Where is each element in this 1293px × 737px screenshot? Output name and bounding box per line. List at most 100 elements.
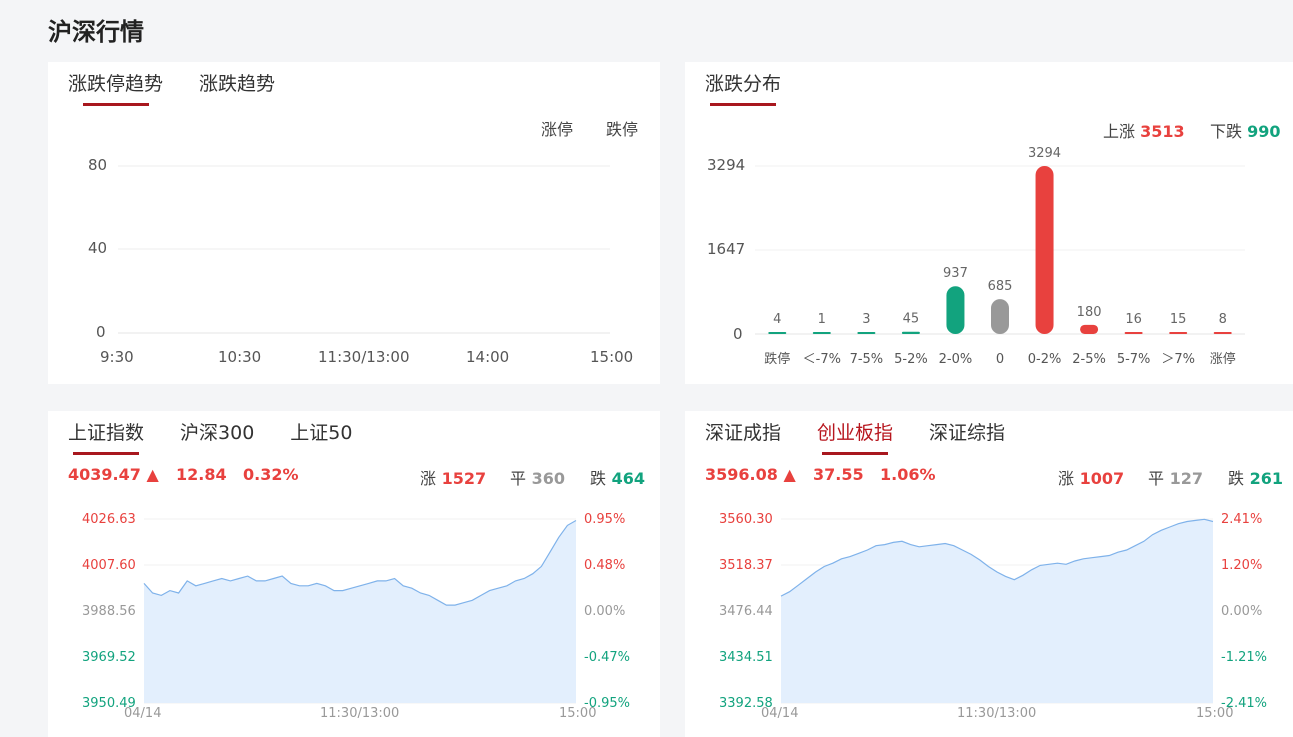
sz-index-tabs: 深证成指 创业板指 深证综指 (705, 421, 1041, 455)
sh-index-panel: 上证指数 沪深300 上证50 4039.47 ▲ 12.84 0.32% 涨 … (48, 411, 660, 737)
y-left-label: 3476.44 (719, 604, 773, 619)
tab-sse-composite[interactable]: 上证指数 (68, 421, 144, 455)
bar-value-label: 3294 (1028, 146, 1061, 161)
category-label: ＞7% (1161, 352, 1195, 367)
bar-value-label: 4 (773, 312, 781, 327)
up-count-value: 1527 (441, 469, 487, 488)
limit-trend-chart (118, 165, 610, 334)
down-label: 跌 (590, 469, 607, 488)
x-tick-label: 04/14 (761, 706, 799, 721)
up-label: 涨 (1058, 469, 1075, 488)
tab-sse50[interactable]: 上证50 (290, 422, 353, 444)
x-tick-label: 11:30/13:00 (957, 706, 1037, 721)
up-label: 涨 (420, 469, 437, 488)
distribution-bar[interactable] (812, 332, 831, 334)
up-arrow-icon: ▲ (146, 465, 159, 484)
y-left-label: 3518.37 (719, 558, 773, 573)
x-tick-label: 9:30 (100, 348, 134, 366)
sh-index-tabs: 上证指数 沪深300 上证50 (68, 421, 388, 455)
distribution-chart: 4 跌停 1 ＜-7% 3 7-5% 45 5-2% 937 2-0% 685 0 3294 0-2% 18… (755, 146, 1245, 367)
y-left-label: 3969.52 (82, 650, 136, 665)
x-tick-label: 15:00 (1196, 706, 1234, 721)
x-tick-label: 15:00 (559, 706, 597, 721)
down-count: 990 (1247, 122, 1281, 141)
y-right-label: 0.48% (584, 558, 626, 573)
index-change: 12.84 (176, 465, 227, 484)
distribution-tabs: 涨跌分布 (705, 72, 817, 106)
x-tick-label: 10:30 (218, 348, 262, 366)
index-price: 4039.47 ▲ (68, 465, 159, 484)
index-price-value: 3596.08 (705, 465, 778, 484)
tab-szse-composite[interactable]: 深证综指 (929, 422, 1006, 444)
y-right-label: 0.95% (584, 512, 626, 527)
legend-limit-down[interactable]: 跌停 (606, 120, 639, 139)
price-line (780, 518, 1214, 597)
index-price-value: 4039.47 (68, 465, 141, 484)
flat-count-value: 360 (531, 469, 565, 488)
tab-updown-trend[interactable]: 涨跌趋势 (199, 73, 276, 95)
bar-value-label: 937 (943, 266, 968, 281)
up-arrow-icon: ▲ (783, 465, 796, 484)
category-label: 5-7% (1117, 352, 1151, 367)
distribution-bar[interactable] (901, 331, 920, 334)
up-summary: 上涨 3513 (1103, 118, 1185, 142)
distribution-bar[interactable] (1080, 324, 1099, 334)
y-tick-label: 40 (88, 239, 108, 257)
distribution-bar[interactable] (1124, 332, 1143, 334)
y-left-label: 4007.60 (82, 558, 136, 573)
down-count-value: 464 (611, 469, 645, 488)
category-label: 2-0% (939, 352, 973, 367)
category-label: ＜-7% (803, 352, 841, 367)
y-left-label: 3560.30 (719, 512, 773, 527)
x-tick-label: 11:30/13:00 (318, 348, 410, 366)
tab-limit-trend[interactable]: 涨跌停趋势 (68, 72, 163, 106)
bar-value-label: 8 (1219, 312, 1227, 327)
flat-label: 平 (510, 469, 527, 488)
flat-label: 平 (1148, 469, 1165, 488)
distribution-panel: 涨跌分布 上涨 3513 下跌 990 3294 1647 0 4 跌停 1 ＜-7%… (685, 62, 1293, 384)
y-right-label: 0.00% (584, 604, 626, 619)
price-area (144, 520, 576, 703)
distribution-bar[interactable] (1035, 166, 1054, 334)
sz-index-stats: 3596.08 ▲ 37.55 1.06% 涨 1007 平 127 跌 261 (705, 465, 1283, 488)
bar-value-label: 16 (1125, 312, 1142, 327)
bar-value-label: 685 (988, 279, 1013, 294)
distribution-bar[interactable] (1169, 332, 1188, 334)
y-left-label: 4026.63 (82, 512, 136, 527)
x-tick-label: 11:30/13:00 (320, 706, 400, 721)
category-label: 7-5% (850, 352, 884, 367)
distribution-bar[interactable] (768, 332, 787, 334)
page-title: 沪深行情 (48, 18, 144, 46)
up-count: 涨 1527 (420, 465, 486, 489)
y-left-label: 3434.51 (719, 650, 773, 665)
down-label: 跌 (1228, 469, 1245, 488)
price-area (781, 519, 1213, 703)
tab-szse-component[interactable]: 深证成指 (705, 422, 782, 444)
legend-limit-up[interactable]: 涨停 (541, 120, 574, 139)
limit-trend-panel: 涨跌停趋势 涨跌趋势 涨停 跌停 80 40 0 9:30 10:30 11:3… (48, 62, 660, 384)
distribution-bar[interactable] (857, 332, 876, 334)
distribution-bar[interactable] (991, 299, 1009, 334)
category-label: 涨停 (1210, 351, 1236, 367)
x-tick-label: 04/14 (124, 706, 162, 721)
category-label: 0-2% (1028, 352, 1062, 367)
x-tick-label: 15:00 (590, 348, 634, 366)
tab-chinext[interactable]: 创业板指 (817, 421, 893, 455)
y-right-label: 1.20% (1221, 558, 1263, 573)
y-tick-label: 0 (96, 323, 106, 341)
index-change: 37.55 (813, 465, 864, 484)
up-label: 上涨 (1103, 122, 1136, 141)
down-label: 下跌 (1210, 122, 1243, 141)
index-price: 3596.08 ▲ (705, 465, 796, 484)
bar-value-label: 15 (1170, 312, 1187, 327)
y-right-label: -1.21% (1221, 650, 1267, 665)
y-right-label: 0.00% (1221, 604, 1263, 619)
tab-distribution[interactable]: 涨跌分布 (705, 72, 781, 106)
up-count: 3513 (1140, 122, 1185, 141)
distribution-bar[interactable] (946, 286, 965, 334)
price-line (143, 519, 577, 606)
tab-csi300[interactable]: 沪深300 (180, 422, 255, 444)
distribution-bar[interactable] (1213, 332, 1232, 334)
index-change-pct: 0.32% (243, 465, 299, 484)
y-tick-label: 3294 (707, 156, 746, 174)
